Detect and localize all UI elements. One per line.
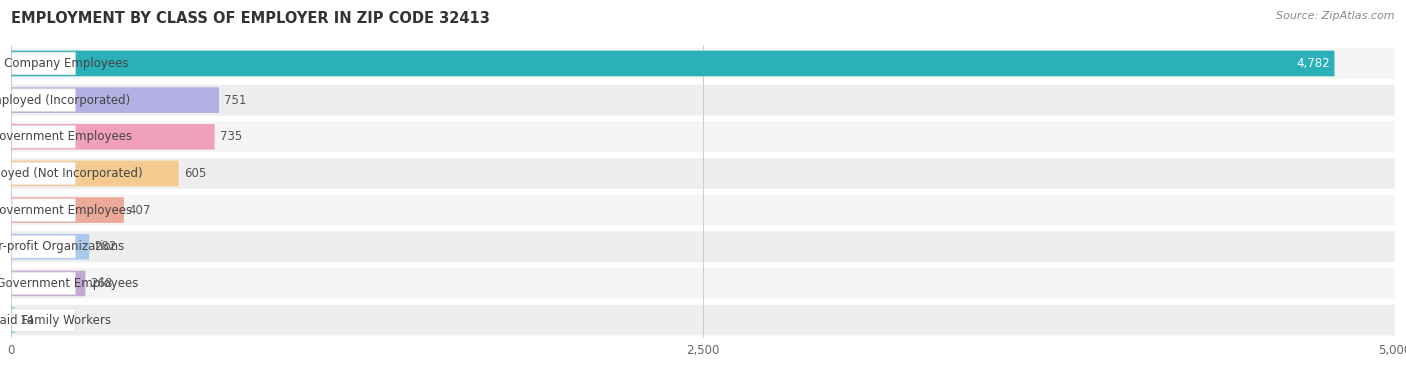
FancyBboxPatch shape: [11, 89, 76, 111]
Text: Not-for-profit Organizations: Not-for-profit Organizations: [0, 240, 125, 253]
Text: 751: 751: [224, 94, 246, 107]
Text: 4,782: 4,782: [1296, 57, 1330, 70]
FancyBboxPatch shape: [11, 199, 76, 221]
FancyBboxPatch shape: [11, 121, 1395, 152]
FancyBboxPatch shape: [11, 305, 1395, 335]
Text: 605: 605: [184, 167, 205, 180]
Text: 282: 282: [94, 240, 117, 253]
FancyBboxPatch shape: [11, 162, 76, 185]
FancyBboxPatch shape: [11, 197, 124, 223]
FancyBboxPatch shape: [11, 52, 76, 75]
FancyBboxPatch shape: [11, 48, 1395, 79]
Text: Self-Employed (Incorporated): Self-Employed (Incorporated): [0, 94, 131, 107]
FancyBboxPatch shape: [11, 51, 1334, 76]
Text: State Government Employees: State Government Employees: [0, 203, 132, 217]
Text: Self-Employed (Not Incorporated): Self-Employed (Not Incorporated): [0, 167, 142, 180]
FancyBboxPatch shape: [11, 271, 86, 296]
FancyBboxPatch shape: [11, 268, 1395, 299]
FancyBboxPatch shape: [11, 309, 76, 331]
Text: 407: 407: [129, 203, 152, 217]
FancyBboxPatch shape: [11, 124, 215, 150]
Text: Federal Government Employees: Federal Government Employees: [0, 277, 138, 290]
FancyBboxPatch shape: [11, 126, 76, 148]
Text: Source: ZipAtlas.com: Source: ZipAtlas.com: [1277, 11, 1395, 21]
FancyBboxPatch shape: [11, 231, 1395, 262]
FancyBboxPatch shape: [11, 195, 1395, 226]
FancyBboxPatch shape: [11, 161, 179, 186]
Text: EMPLOYMENT BY CLASS OF EMPLOYER IN ZIP CODE 32413: EMPLOYMENT BY CLASS OF EMPLOYER IN ZIP C…: [11, 11, 491, 26]
FancyBboxPatch shape: [11, 235, 76, 258]
FancyBboxPatch shape: [11, 234, 89, 259]
FancyBboxPatch shape: [11, 158, 1395, 189]
Text: 14: 14: [20, 314, 35, 327]
FancyBboxPatch shape: [11, 85, 1395, 115]
FancyBboxPatch shape: [11, 87, 219, 113]
Text: 268: 268: [90, 277, 112, 290]
Text: 735: 735: [219, 130, 242, 143]
Text: Local Government Employees: Local Government Employees: [0, 130, 132, 143]
Text: Unpaid Family Workers: Unpaid Family Workers: [0, 314, 111, 327]
FancyBboxPatch shape: [11, 307, 15, 333]
FancyBboxPatch shape: [11, 272, 76, 295]
Text: Private Company Employees: Private Company Employees: [0, 57, 128, 70]
